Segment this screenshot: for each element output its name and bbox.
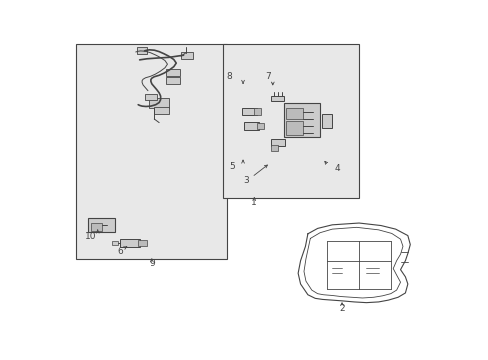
Bar bbox=[283, 103, 320, 137]
Bar bbox=[144, 94, 157, 100]
Bar bbox=[271, 145, 278, 151]
Text: 6: 6 bbox=[117, 247, 123, 256]
Bar bbox=[166, 77, 180, 84]
Text: 9: 9 bbox=[149, 259, 154, 268]
Text: 5: 5 bbox=[229, 162, 235, 171]
Text: 7: 7 bbox=[264, 72, 270, 81]
Bar bbox=[285, 121, 303, 135]
Bar bbox=[91, 223, 102, 231]
Bar bbox=[166, 69, 180, 76]
Bar bbox=[254, 108, 261, 115]
Bar bbox=[154, 107, 168, 114]
Bar bbox=[256, 123, 263, 129]
Bar bbox=[242, 108, 256, 116]
Bar bbox=[120, 239, 140, 247]
Bar bbox=[321, 114, 331, 128]
Text: 3: 3 bbox=[243, 176, 248, 185]
Bar bbox=[285, 108, 303, 119]
Bar bbox=[137, 47, 147, 54]
Text: 8: 8 bbox=[225, 72, 231, 81]
Text: 1: 1 bbox=[251, 198, 257, 207]
Bar bbox=[271, 139, 285, 146]
Text: 2: 2 bbox=[339, 303, 344, 312]
Bar bbox=[76, 44, 227, 259]
Bar bbox=[271, 96, 283, 101]
Bar bbox=[181, 52, 193, 59]
Bar bbox=[149, 98, 168, 108]
Text: 10: 10 bbox=[85, 232, 97, 241]
Bar bbox=[88, 218, 115, 232]
Bar bbox=[244, 122, 259, 130]
Bar bbox=[112, 241, 118, 244]
Bar bbox=[138, 240, 147, 246]
Text: 4: 4 bbox=[334, 164, 339, 173]
Bar bbox=[222, 44, 358, 198]
